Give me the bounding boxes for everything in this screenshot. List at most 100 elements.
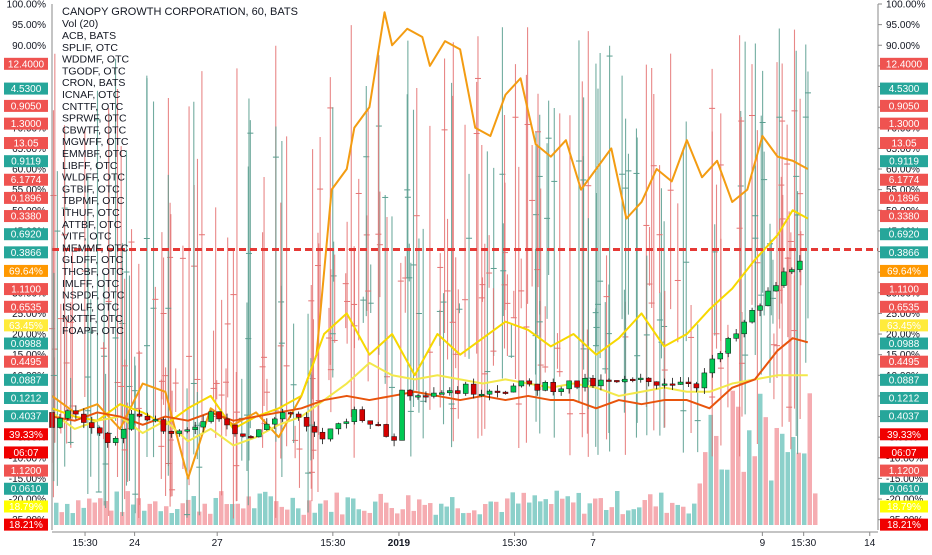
candle-body bbox=[431, 392, 437, 397]
right-badge-text: 0.1896 bbox=[889, 193, 920, 204]
left-badge-text: 0.6535 bbox=[11, 302, 42, 313]
candle-body bbox=[184, 429, 190, 432]
legend-layer: CANOPY GROWTH CORPORATION, 60, BATS Vol … bbox=[62, 6, 298, 337]
legend-entry: MGWFF, OTC bbox=[62, 136, 129, 148]
volume-bar bbox=[813, 493, 818, 525]
volume-bar bbox=[180, 503, 185, 525]
left-badge-text: 0.3380 bbox=[11, 212, 42, 223]
volume-bar bbox=[758, 393, 763, 525]
candle-body bbox=[295, 413, 302, 418]
right-badge-text: 0.3380 bbox=[889, 212, 920, 223]
right-badge bbox=[880, 137, 928, 150]
volume-bar bbox=[747, 430, 752, 525]
candle-body bbox=[128, 413, 135, 430]
candle-body bbox=[510, 385, 517, 393]
candle-body bbox=[749, 310, 755, 323]
volume-bar bbox=[334, 492, 339, 525]
volume-bar bbox=[450, 497, 455, 525]
legend-entry: ISOLF, OTC bbox=[62, 301, 120, 313]
left-badge bbox=[4, 319, 48, 332]
candle-body bbox=[335, 423, 342, 430]
legend-entry: THCBF, OTC bbox=[62, 266, 124, 278]
left-badge bbox=[4, 191, 48, 204]
candle-body bbox=[104, 432, 111, 443]
legend-entry: TGODF, OTC bbox=[62, 65, 126, 77]
left-badge-text: 0.9050 bbox=[11, 101, 42, 112]
left-badge-text: 1.3000 bbox=[11, 119, 42, 130]
volume-bar bbox=[444, 506, 449, 525]
candle-body bbox=[733, 333, 739, 339]
legend-entry: CBWTF, OTC bbox=[62, 124, 127, 136]
legend-entry: LIBFF, OTC bbox=[62, 160, 118, 172]
right-badge-text: 69.64% bbox=[887, 266, 921, 277]
y-tick-label-left: -15.00% bbox=[9, 474, 46, 485]
candle-body bbox=[781, 271, 787, 286]
volume-bar bbox=[576, 492, 581, 525]
volume-bar bbox=[153, 501, 158, 525]
left-badge bbox=[4, 82, 48, 95]
right-badge bbox=[880, 410, 928, 423]
y-tick-label-left: 60.00% bbox=[12, 165, 46, 176]
volume-bar bbox=[158, 511, 163, 525]
left-badge-text: 12.4000 bbox=[8, 59, 45, 70]
volume-bar bbox=[362, 510, 367, 525]
legend-entry: WLDFF, OTC bbox=[62, 172, 125, 184]
legend-entry: WDDMF, OTC bbox=[62, 54, 129, 66]
candle-body bbox=[96, 427, 103, 434]
x-tick-label: 2019 bbox=[388, 538, 411, 549]
volume-bar bbox=[142, 510, 147, 525]
right-badge bbox=[880, 228, 928, 241]
volume-bar bbox=[697, 483, 702, 525]
right-badge bbox=[880, 337, 928, 350]
right-badge bbox=[880, 482, 928, 495]
candle-body bbox=[311, 426, 318, 433]
volume-bar bbox=[719, 469, 724, 525]
volume-bar bbox=[675, 504, 680, 525]
candle-body bbox=[574, 380, 580, 388]
volume-bar bbox=[692, 503, 697, 525]
right-badge bbox=[880, 373, 928, 386]
volume-bar bbox=[571, 502, 576, 525]
candle-body bbox=[168, 430, 175, 434]
volume-layer bbox=[54, 390, 818, 525]
candle-body bbox=[478, 393, 485, 396]
series-line-light-yellow bbox=[51, 361, 808, 447]
candle-body bbox=[725, 338, 731, 354]
volume-label: Vol (20) bbox=[62, 18, 98, 30]
volume-bar bbox=[796, 452, 801, 525]
x-tick-label: 7 bbox=[590, 538, 596, 549]
right-badge-text: 4.5300 bbox=[889, 84, 920, 95]
volume-bar bbox=[213, 497, 218, 525]
volume-bar bbox=[439, 503, 444, 525]
volume-bar bbox=[373, 501, 378, 525]
right-badge bbox=[880, 246, 928, 259]
candle-body bbox=[693, 383, 700, 389]
volume-bar bbox=[587, 503, 592, 525]
right-badge-text: 0.0988 bbox=[889, 339, 920, 350]
candle-body bbox=[343, 421, 350, 424]
left-badge bbox=[4, 264, 48, 277]
right-badge-text: 0.0610 bbox=[889, 484, 920, 495]
candle-body bbox=[232, 424, 238, 435]
candle-body bbox=[89, 422, 95, 429]
candle-body bbox=[550, 382, 556, 392]
x-tick-label: 15:30 bbox=[320, 538, 345, 549]
volume-bar bbox=[532, 495, 537, 525]
y-tick-label-left: -10.00% bbox=[9, 453, 46, 464]
candle-body bbox=[518, 380, 525, 387]
y-tick-label-left: 100.00% bbox=[7, 0, 47, 11]
right-badge bbox=[880, 446, 928, 459]
right-badge-text: 0.9119 bbox=[889, 157, 919, 168]
volume-bar bbox=[65, 503, 70, 525]
candle-body bbox=[136, 413, 143, 417]
candle-body bbox=[192, 426, 198, 430]
candle-body bbox=[773, 285, 779, 292]
volume-bar bbox=[202, 503, 207, 525]
volume-bar bbox=[345, 497, 350, 525]
badges-layer: 12.4000 12.4000 4.5300 4.5300 0.9050 0.9050 1.… bbox=[4, 57, 928, 531]
right-badge bbox=[880, 464, 928, 477]
right-badge-text: 1.3000 bbox=[889, 119, 920, 130]
volume-bar bbox=[296, 508, 301, 525]
volume-bar bbox=[626, 510, 631, 525]
volume-bar bbox=[466, 512, 471, 525]
